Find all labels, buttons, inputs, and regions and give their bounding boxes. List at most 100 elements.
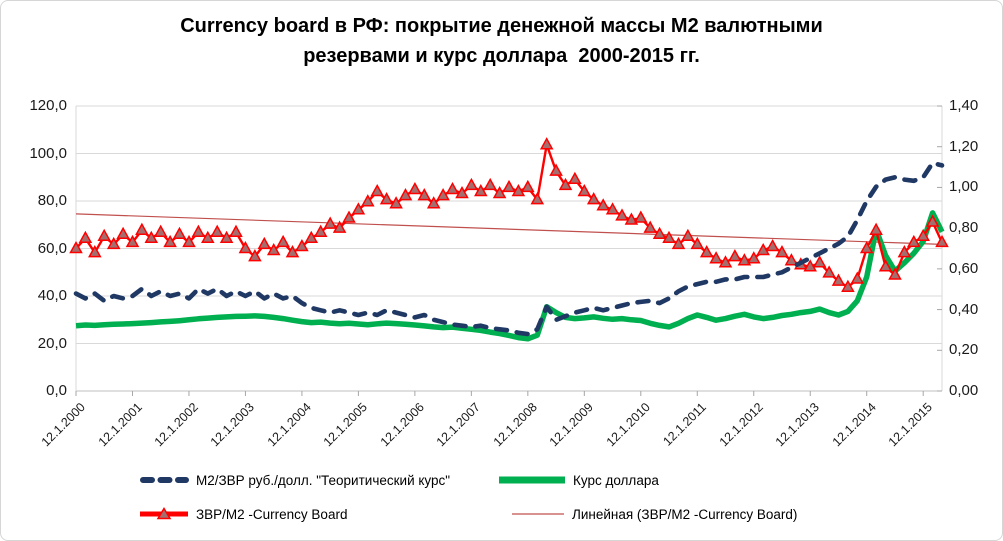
triangle-marker: [690, 236, 705, 250]
right-axis-tick-label: 1,40: [949, 97, 979, 114]
triangle-marker: [78, 230, 93, 244]
triangle-marker: [69, 240, 83, 254]
triangle-marker: [389, 196, 403, 209]
triangle-marker: [266, 242, 281, 256]
triangle-marker: [652, 226, 667, 240]
triangle-marker: [191, 224, 206, 237]
right-axis-tick-label: 1,20: [949, 137, 979, 155]
triangle-marker: [549, 163, 563, 176]
series-trendline: [75, 213, 943, 245]
triangle-marker: [718, 255, 733, 268]
left-axis-tick-label: 60,0: [37, 239, 67, 257]
triangle-marker: [248, 249, 262, 262]
right-axis-tick-label: 0,80: [949, 219, 979, 237]
triangle-marker: [398, 188, 413, 201]
triangle-marker: [699, 245, 714, 258]
legend-item-kurs-dollara: Курс доллара: [498, 470, 659, 490]
triangle-marker: [332, 220, 347, 233]
triangle-marker: [172, 226, 187, 240]
triangle-marker: [539, 137, 554, 150]
plot-svg: [69, 105, 949, 396]
triangle-marker: [728, 249, 742, 262]
triangle-marker: [88, 245, 102, 258]
triangle-marker: [106, 236, 121, 250]
triangle-marker: [351, 202, 366, 215]
triangle-marker: [671, 236, 686, 250]
triangle-marker: [624, 212, 639, 225]
triangle-marker: [323, 216, 337, 229]
triangle-marker: [850, 271, 865, 284]
triangle-marker: [276, 234, 290, 248]
left-axis-tick-label: 100,0: [29, 144, 67, 162]
triangle-marker: [426, 196, 441, 209]
triangle-marker: [379, 192, 394, 205]
triangle-marker: [925, 214, 940, 227]
triangle-marker: [304, 230, 319, 244]
triangle-marker: [116, 226, 130, 240]
triangle-marker: [841, 279, 855, 292]
series-dashed: [73, 160, 945, 337]
triangle-marker: [530, 192, 545, 205]
triangle-marker: [455, 185, 469, 199]
triangle-marker: [182, 234, 196, 248]
left-axis-tick-label: 20,0: [37, 334, 67, 352]
chart-title-line2: резервами и курс доллара 2000-2015 гг.: [303, 45, 700, 67]
triangle-marker: [935, 234, 949, 248]
legend-label: Курс доллара: [573, 472, 659, 488]
triangle-marker-line-swatch: [140, 507, 188, 520]
triangle-marker: [370, 183, 384, 197]
triangle-marker: [492, 185, 507, 199]
triangle-marker: [511, 183, 526, 197]
triangle-marker: [97, 228, 111, 242]
triangle-marker: [916, 228, 930, 242]
triangle-marker: [577, 183, 592, 197]
legend-label: ЗВР/М2 -Currency Board: [196, 506, 348, 522]
triangle-marker: [464, 177, 479, 191]
triangle-marker: [822, 265, 836, 278]
triangle-marker: [812, 255, 827, 268]
right-axis-tick-label: 0,20: [949, 341, 979, 359]
right-axis-tick-label: 0,00: [949, 382, 979, 399]
triangle-marker: [681, 228, 695, 242]
triangle-marker: [859, 240, 874, 254]
left-axis-tick-label: 40,0: [37, 287, 67, 304]
triangle-marker: [135, 222, 149, 235]
triangle-marker: [897, 245, 912, 258]
triangle-marker: [605, 202, 620, 215]
solid-line-swatch: [499, 476, 565, 484]
chart-title: Currency board в РФ: покрытие денежной м…: [1, 11, 1002, 71]
triangle-marker: [445, 181, 460, 195]
triangle-marker: [737, 253, 752, 266]
right-axis-tick-label: 1,00: [949, 178, 979, 196]
triangle-marker: [765, 238, 780, 252]
triangle-marker: [662, 230, 676, 244]
triangle-marker: [775, 245, 789, 258]
legend-item-zvr-m2: ЗВР/М2 -Currency Board: [139, 504, 347, 524]
triangle-marker: [153, 224, 168, 237]
triangle-marker: [907, 234, 921, 248]
triangle-marker: [229, 224, 243, 237]
chart-title-line1: Currency board в РФ: покрытие денежной м…: [180, 15, 823, 37]
triangle-marker: [803, 259, 817, 272]
triangle-marker: [210, 224, 224, 237]
triangle-marker: [586, 192, 601, 205]
triangle-marker: [313, 224, 328, 237]
triangle-marker: [888, 267, 902, 280]
triangle-marker: [219, 230, 234, 244]
triangle-marker: [634, 210, 648, 223]
triangle-marker: [596, 198, 610, 211]
triangle-marker: [521, 179, 535, 193]
triangle-marker: [869, 222, 883, 235]
triangle-marker: [285, 245, 300, 258]
legend-label: Линейная (ЗВР/М2 -Currency Board): [572, 506, 798, 522]
triangle-marker: [417, 188, 432, 201]
left-axis-tick-label: 80,0: [37, 192, 67, 209]
triangle-marker: [502, 179, 516, 193]
legend-item-linear-trend: Линейная (ЗВР/М2 -Currency Board): [511, 504, 797, 524]
legend-label: М2/ЗВР руб./долл. "Теоритический курс": [196, 472, 451, 488]
triangle-marker: [257, 236, 272, 250]
right-axis-tick-label: 0,60: [949, 259, 979, 277]
triangle-marker: [756, 242, 770, 256]
series-solid: [75, 210, 945, 342]
